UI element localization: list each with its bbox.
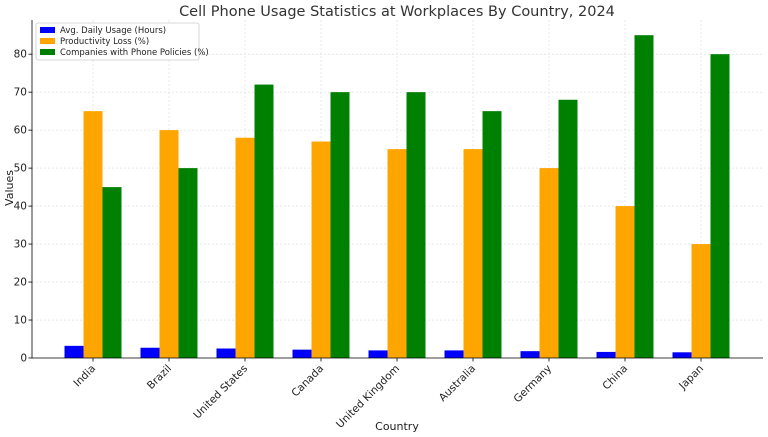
- bar-germany-series-1: [520, 351, 540, 358]
- bar-china-series-1: [596, 351, 616, 358]
- bar-united-kingdom-series-2: [387, 149, 407, 358]
- x-tick-label: India: [71, 363, 98, 390]
- bar-australia-series-3: [482, 111, 502, 359]
- bar-india-series-2: [83, 111, 103, 359]
- y-axis-label: Values: [3, 170, 16, 206]
- x-tick-label: Japan: [676, 363, 706, 393]
- bar-united-states-series-2: [235, 137, 255, 358]
- bar-united-states-series-1: [216, 348, 236, 358]
- x-tick-label: China: [600, 363, 630, 393]
- bar-canada-series-2: [311, 141, 331, 358]
- bars: [64, 35, 730, 359]
- legend-label: Avg. Daily Usage (Hours): [60, 26, 166, 36]
- bar-india-series-1: [64, 345, 84, 358]
- x-tick-label: Brazil: [145, 363, 174, 392]
- y-ticks: 0 10 20 30 40 50 60 70 80: [14, 49, 32, 365]
- bar-united-kingdom-series-3: [406, 92, 426, 359]
- bar-canada-series-1: [292, 349, 312, 358]
- legend-swatch: [40, 27, 55, 33]
- bar-australia-series-2: [463, 149, 483, 358]
- y-tick-label: 20: [14, 277, 27, 289]
- bar-japan-series-1: [672, 352, 692, 358]
- axes: [31, 20, 763, 359]
- bar-india-series-3: [102, 187, 122, 358]
- bar-germany-series-3: [558, 99, 578, 358]
- legend-swatch: [40, 49, 55, 55]
- bar-germany-series-2: [539, 168, 559, 358]
- bar-brazil-series-1: [140, 347, 160, 358]
- bar-china-series-3: [634, 35, 654, 358]
- x-tick-label: Germany: [512, 363, 555, 406]
- bar-united-kingdom-series-1: [368, 350, 388, 358]
- bar-brazil-series-2: [159, 130, 179, 358]
- legend-label: Companies with Phone Policies (%): [60, 48, 209, 58]
- chart-title: Cell Phone Usage Statistics at Workplace…: [179, 4, 615, 20]
- y-tick-label: 0: [20, 353, 27, 365]
- y-tick-label: 80: [14, 49, 27, 61]
- y-tick-label: 50: [14, 163, 27, 175]
- bar-china-series-2: [615, 206, 635, 358]
- y-tick-label: 60: [14, 125, 27, 137]
- legend: Avg. Daily Usage (Hours)Productivity Los…: [35, 22, 209, 61]
- x-tick-label: Canada: [289, 363, 326, 400]
- bar-japan-series-2: [691, 244, 711, 358]
- y-tick-label: 30: [14, 239, 27, 251]
- bar-united-states-series-3: [254, 84, 274, 358]
- bar-brazil-series-3: [178, 168, 198, 358]
- legend-swatch: [40, 38, 55, 44]
- legend-box: [35, 22, 200, 61]
- y-tick-label: 70: [14, 87, 27, 99]
- x-tick-label: United States: [191, 363, 250, 422]
- x-tick-label: Australia: [437, 363, 478, 404]
- bar-japan-series-3: [710, 54, 730, 358]
- x-axis-label: Country: [375, 420, 419, 433]
- legend-label: Productivity Loss (%): [60, 37, 149, 47]
- y-tick-label: 40: [14, 201, 27, 213]
- y-tick-label: 10: [14, 315, 27, 327]
- bar-australia-series-1: [444, 350, 464, 358]
- bar-canada-series-3: [330, 92, 350, 359]
